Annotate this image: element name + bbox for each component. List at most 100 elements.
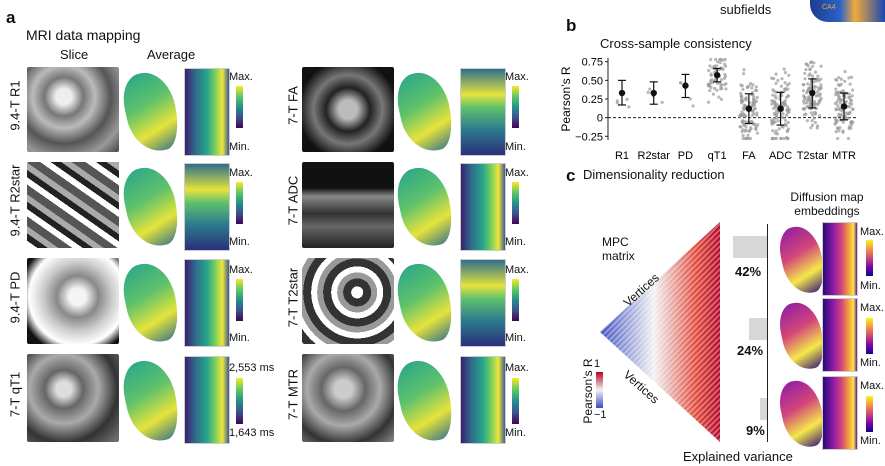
sample-point [839,77,843,81]
sample-point [811,64,815,69]
sample-point [848,105,852,109]
sample-point [783,71,787,75]
sample-point [810,119,814,123]
sample-point [787,82,791,86]
sample-point [660,100,664,104]
colorbar-max-label: Max. [505,264,529,276]
subfield-map-image: CA4 [810,0,885,22]
panel-a-title: MRI data mapping [26,27,141,43]
pearson-colorbar [596,372,603,408]
sample-point [774,72,778,76]
sample-point [814,94,818,98]
sample-point [770,102,774,106]
sample-point [719,57,723,62]
sample-point [847,111,851,116]
sample-point [815,126,819,130]
colorbar-max-label: Max. [229,264,253,276]
sample-point [774,116,779,120]
sample-point [808,83,813,87]
variance-bar-3 [760,398,767,420]
sample-point [802,107,806,111]
colorbar-min-label: Min. [505,236,526,248]
mri-slice-image [302,67,394,152]
embedding-max-label: Max. [860,302,884,314]
sample-point [779,136,783,141]
embedding-min-label: Min. [860,280,881,292]
sample-point [834,116,838,120]
sample-point [851,107,855,112]
sample-point [804,62,808,66]
sample-point [780,77,784,81]
y-tick-label: 0.50 [582,75,603,87]
sample-point [708,64,712,68]
sample-point [771,106,776,111]
sample-point [751,104,755,108]
sample-point [849,123,854,127]
sample-point [770,76,774,80]
sample-point [776,111,780,115]
colorbar-max-label: Max. [505,167,529,179]
colorbar-min-label: Min. [229,236,250,248]
sample-point [750,86,754,90]
average-map [184,356,230,444]
average-map [184,259,230,347]
embedding-max-label: Max. [860,226,884,238]
sample-point [741,133,745,138]
sample-point [772,89,776,93]
embedding-colorbar [866,396,873,432]
sample-point [801,82,805,87]
sample-point [754,125,759,129]
sample-point [625,97,629,101]
sample-point [805,119,809,123]
embedding-map [822,298,858,372]
mean-point [618,89,626,97]
hippocampus-surface-map [118,355,184,447]
sample-point [781,116,785,120]
sample-point [719,84,723,89]
sample-point [773,136,777,141]
sample-point [708,88,712,93]
sample-point [724,87,728,91]
colorbar-min-label: Min. [229,332,250,344]
sample-point [712,64,716,68]
sample-point [834,130,838,134]
sample-point [810,123,815,127]
sample-point [838,101,842,105]
sample-point [847,76,851,80]
slice-column-header: Slice [60,47,89,62]
sample-point [850,88,855,92]
sample-point [743,114,747,118]
sample-point [835,120,839,124]
sample-point [753,100,757,104]
x-category-label: qT1 [708,150,727,162]
sample-point [805,91,809,95]
colorbar [236,378,243,424]
row-label: 7-T qT1 [7,371,23,418]
embedding-colorbar [866,240,873,276]
embedding-min-label: Min. [860,435,881,447]
sample-point [839,98,843,102]
x-category-label: R1 [615,150,629,162]
sample-point [786,107,790,112]
hippocampus-surface-map [118,67,184,157]
sample-point [679,81,683,85]
sample-point [836,83,841,87]
variance-axis [767,224,768,442]
sample-point [806,82,810,86]
sample-point [777,127,781,131]
sample-point [781,112,785,116]
chart-points [615,57,855,141]
mpc-matrix-label: MPC matrix [602,235,635,263]
mean-point [777,105,784,112]
sample-point [745,85,750,90]
pearson-colorbar-label: Pearson’s R [581,358,595,424]
colorbar [512,182,519,224]
sample-point [817,100,822,104]
x-category-label: R2star [638,150,671,162]
sample-point [802,113,807,117]
sample-point [776,119,780,123]
embedding-surface [775,298,829,374]
colorbar-max-label: Max. [229,71,253,83]
embedding-map [822,376,858,450]
sample-point [779,84,783,88]
